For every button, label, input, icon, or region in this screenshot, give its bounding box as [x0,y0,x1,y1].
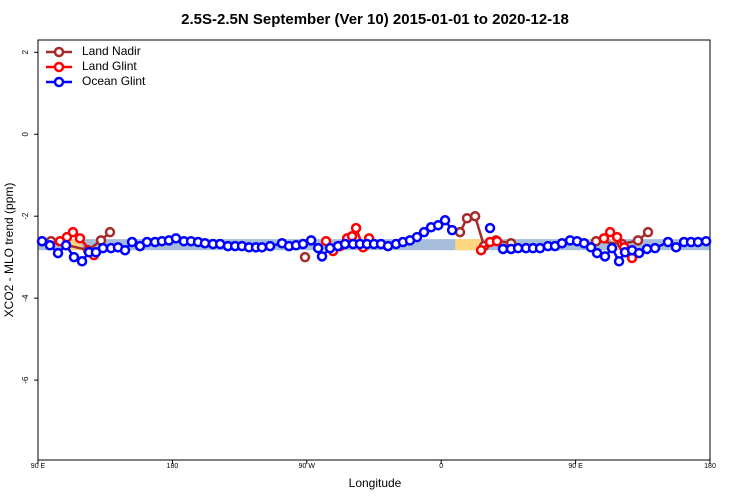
data-point [491,235,503,247]
data-point [599,251,611,262]
data-point [604,226,616,238]
highlight [69,239,82,251]
legend-marker [53,76,65,88]
data-point [641,243,653,255]
data-point [264,240,276,252]
y-tick-label: 0 [21,131,30,136]
data-point [692,236,704,248]
x-tick-label: 90 E [568,463,583,470]
data-point [670,242,682,253]
data-point [649,242,661,254]
x-tick-label: 180 [704,463,716,470]
data-point [606,242,618,254]
data-point [74,233,86,244]
data-point [598,233,610,244]
x-axis-label: Longitude [349,476,402,490]
data-point [469,210,481,222]
data-point [633,247,645,259]
data-point [256,242,268,253]
plot-frame [37,39,711,461]
y-tick-label: -2 [21,212,30,220]
data-point [119,244,131,256]
x-tick-label: 0 [439,463,443,470]
data-point [432,219,444,231]
data-point [350,222,362,234]
data-point [642,226,654,238]
legend-label: Land Nadir [82,44,141,58]
data-point [60,240,72,251]
y-tick-label: -4 [21,294,30,302]
data-point [613,256,625,267]
data-point [141,236,153,248]
data-point [126,236,138,248]
data-point [299,251,311,263]
data-point [411,231,423,243]
data-point [611,231,623,243]
data-point [76,256,88,267]
x-tick-label: 180 [167,463,179,470]
legend-label: Ocean Glint [82,74,146,88]
x-tick-label: 90 W [299,463,316,470]
data-point [44,240,56,251]
data-point [68,251,80,263]
data-point [67,226,79,238]
data-point [556,237,568,249]
data-point [316,251,328,262]
y-tick-label: -6 [21,376,30,384]
data-point [632,235,644,246]
x-tick-label: 90 E [31,463,46,470]
data-point [461,212,473,224]
data-point [497,243,509,255]
data-point [585,242,597,253]
legend-label: Land Glint [82,59,137,73]
data-point [36,235,48,247]
data-point [199,237,211,249]
data-point [700,235,712,247]
data-point [418,226,430,238]
chart-title: 2.5S-2.5N September (Ver 10) 2015-01-01 … [181,11,569,28]
data-point [339,238,351,250]
data-point [305,235,317,246]
legend-marker [53,61,65,73]
data-point [662,236,674,248]
data-point [439,215,451,226]
data-point [312,242,324,254]
highlight [455,239,482,251]
data-point [104,226,116,238]
y-axis-label: XCO2 - MLO trend (ppm) [2,183,16,318]
legend-marker [53,46,65,58]
data-point [446,224,458,236]
data-point [52,247,64,259]
data-point [297,238,309,250]
data-point [97,242,109,254]
y-tick-label: 2 [21,50,30,55]
data-point [475,244,487,256]
data-point [382,240,394,252]
data-point [484,222,496,234]
